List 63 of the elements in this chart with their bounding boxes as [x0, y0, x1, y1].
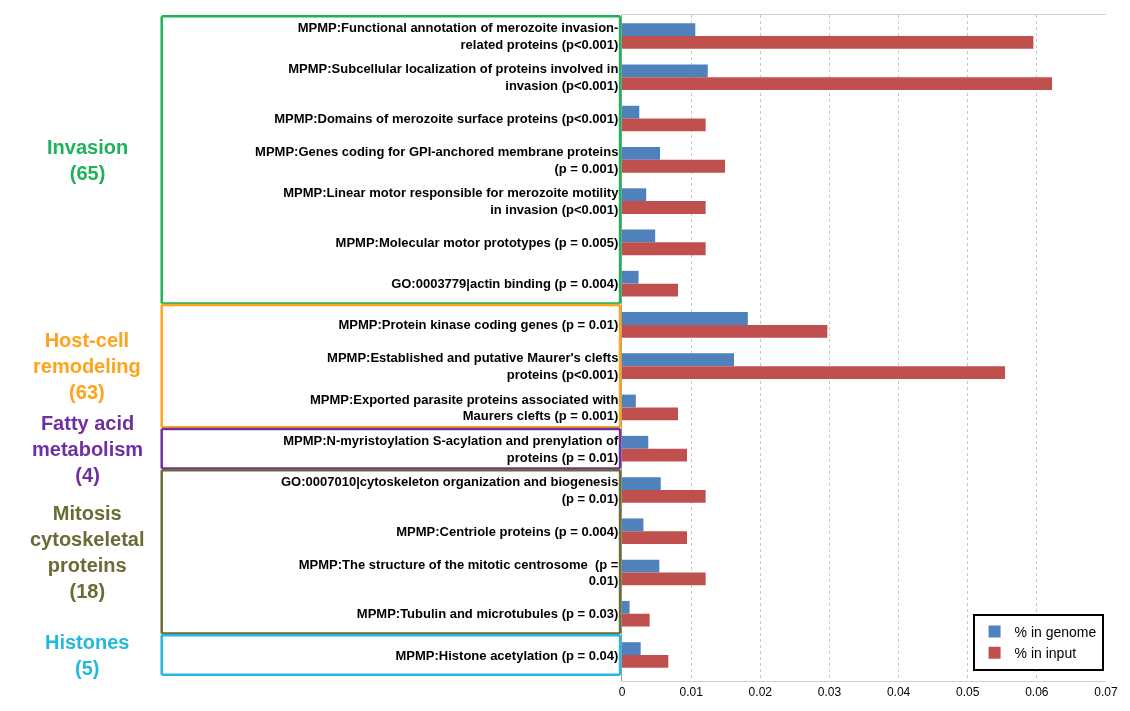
- y-tick-label: MPMP:The structure of the mitotic centrosome (p = 0.01): [298, 556, 619, 589]
- y-tick-label: MPMP:Domains of merozoite surface proteins (p<0.001): [274, 111, 619, 127]
- text: Mitosis cytoskeletal proteins (18): [30, 502, 145, 602]
- bar: [622, 394, 636, 408]
- y-tick-label: MPMP:Histone acetylation (p = 0.04): [395, 647, 619, 663]
- y-tick-label: MPMP:Exported parasite proteins associated with Maurers clefts (p = 0.001): [309, 391, 619, 424]
- bar: [622, 489, 706, 503]
- bar: [622, 23, 696, 37]
- y-tick-label: GO:0007010|cytoskeleton organization and biogenesis (p = 0.01): [280, 474, 619, 506]
- y-tick-label: MPMP:Linear motor responsible for merozoite motility in invasion (p<0.001): [283, 185, 620, 218]
- bar: [622, 312, 748, 325]
- bar: [622, 77, 1053, 91]
- bar: [622, 353, 735, 367]
- bar: [622, 201, 706, 214]
- bar: [622, 642, 641, 655]
- text: Host-cell remodeling (63): [33, 329, 141, 403]
- legend-label: % in input: [1014, 645, 1077, 662]
- bar: [622, 448, 687, 462]
- y-tick-label: GO:0003779|actin binding (p = 0.004): [391, 276, 619, 292]
- bar: [622, 283, 679, 297]
- bar: [622, 36, 1034, 49]
- bar: [622, 572, 706, 586]
- bar: [622, 270, 639, 284]
- bar: [622, 188, 647, 202]
- bar: [622, 407, 679, 421]
- text: Invasion (65): [47, 136, 129, 184]
- x-tick-label: 0.01: [679, 685, 704, 700]
- x-tick-label: 0.07: [1094, 685, 1118, 700]
- bar: [622, 64, 708, 78]
- y-tick-label: MPMP:Genes coding for GPI-anchored membrane proteins (p = 0.001): [255, 143, 619, 176]
- bar: [622, 477, 661, 490]
- x-tick-label: 0.04: [886, 685, 911, 700]
- y-tick-label: MPMP:Subcellular localization of proteins involved in invasion (p<0.001): [288, 61, 619, 94]
- y-tick-label: MPMP:Centriole proteins (p = 0.004): [396, 523, 619, 539]
- bar: [622, 324, 828, 338]
- x-tick-label: 0: [618, 685, 626, 700]
- bar: [622, 105, 640, 119]
- bar: [622, 366, 1006, 379]
- x-tick-label: 0.06: [1025, 685, 1049, 700]
- x-tick-label: 0.03: [817, 685, 842, 700]
- bar: [622, 518, 644, 532]
- bar: [622, 242, 706, 256]
- y-tick-label: MPMP:Molecular motor prototypes (p = 0.005): [335, 234, 619, 250]
- bar: [622, 147, 661, 160]
- y-tick-label: MPMP:N-myristoylation S-acylation and prenylation of proteins (p = 0.01): [283, 432, 620, 465]
- text: Fatty acid metabolism (4): [32, 412, 144, 486]
- bar: [622, 435, 649, 449]
- bar: [622, 118, 706, 132]
- y-tick-label: MPMP:Functional annotation of merozoite invasion-related proteins (p<0.001): [297, 20, 619, 53]
- x-tick-label: 0.02: [748, 685, 773, 700]
- x-tick-label: 0.05: [956, 685, 980, 700]
- y-tick-label: MPMP:Protein kinase coding genes (p = 0.01): [338, 317, 619, 333]
- bar: [622, 531, 687, 544]
- bar: [622, 613, 650, 627]
- y-tick-label: MPMP:Established and putative Maurer's clefts proteins (p<0.001): [327, 350, 619, 383]
- y-tick-label: MPMP:Tubulin and microtubules (p = 0.03): [356, 606, 619, 622]
- bar: [622, 600, 630, 614]
- text: Histones (5): [45, 631, 130, 679]
- bar: [622, 655, 669, 668]
- bar: [622, 559, 660, 573]
- bar: [622, 159, 726, 173]
- legend-label: % in genome: [1014, 624, 1097, 641]
- bar: [622, 229, 656, 243]
